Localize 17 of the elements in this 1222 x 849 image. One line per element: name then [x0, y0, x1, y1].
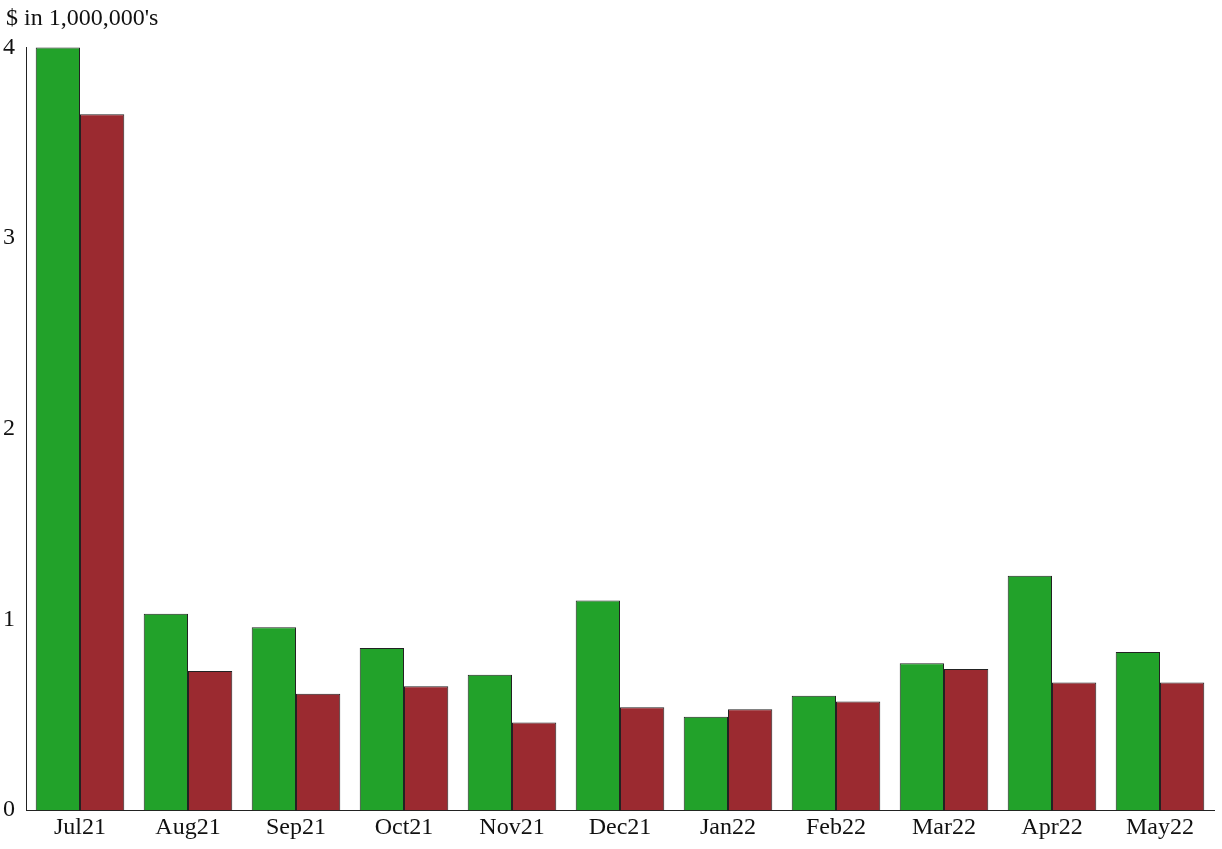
x-tick-label: Sep21 [266, 812, 326, 839]
x-tick-label: Oct21 [374, 812, 434, 839]
x-tick-label: Dec21 [588, 812, 652, 839]
x-tick-label: May22 [1126, 812, 1194, 839]
x-tick-label: Mar22 [912, 812, 976, 839]
y-axis-title: $ in 1,000,000's [6, 4, 159, 31]
x-tick-label: Nov21 [479, 812, 545, 839]
x-tick-label: Apr22 [1021, 812, 1083, 839]
y-tick-label: 1 [3, 604, 15, 631]
y-tick-label: 2 [3, 414, 15, 441]
x-tick-label: Jan22 [700, 812, 756, 839]
x-tick-label: Aug21 [155, 812, 221, 839]
x-tick-label: Feb22 [806, 812, 866, 839]
x-tick-label: Jul21 [53, 812, 107, 839]
y-tick-label: 0 [3, 795, 15, 822]
y-tick-label: 4 [3, 32, 15, 59]
y-tick-label: 3 [3, 223, 15, 250]
